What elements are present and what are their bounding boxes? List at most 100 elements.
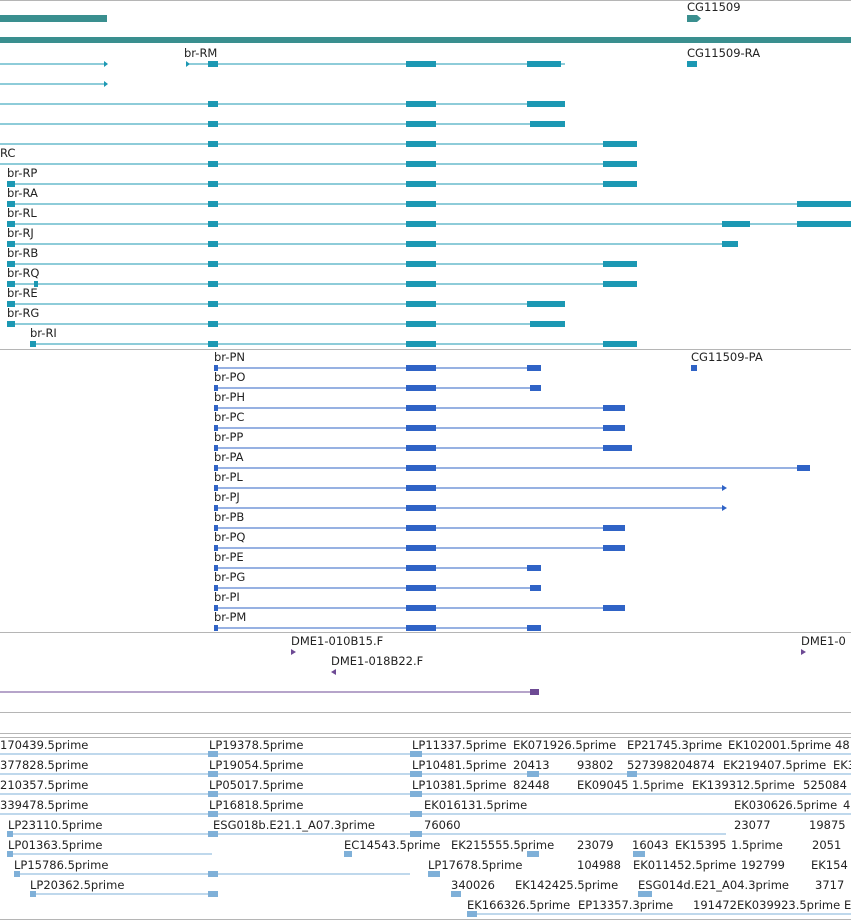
est-label[interactable]: LP05017.5prime	[209, 778, 304, 792]
est-label[interactable]: EK071926.5prime	[513, 738, 617, 752]
cds-feature[interactable]	[214, 445, 218, 451]
cds-label[interactable]: br-PN	[214, 350, 245, 364]
exon-feature[interactable]	[406, 341, 436, 347]
exon-feature[interactable]	[603, 281, 637, 287]
est-label[interactable]: 104988	[577, 858, 621, 872]
exon-feature[interactable]	[7, 181, 15, 187]
cds-feature[interactable]	[214, 605, 218, 611]
est-feature[interactable]	[208, 891, 218, 897]
est-feature[interactable]	[410, 831, 422, 837]
est-feature[interactable]	[7, 851, 13, 857]
cds-feature[interactable]	[603, 445, 632, 451]
cds-feature[interactable]	[406, 365, 436, 371]
est-label[interactable]: 377828.5prime	[0, 758, 89, 772]
exon-feature[interactable]	[208, 261, 218, 267]
est-feature[interactable]	[451, 891, 461, 897]
exon-feature[interactable]	[104, 61, 108, 67]
est-label[interactable]: 93802	[577, 758, 614, 772]
cds-feature[interactable]	[603, 605, 625, 611]
cds-feature[interactable]	[691, 365, 697, 371]
cds-feature[interactable]	[603, 525, 625, 531]
cds-feature[interactable]	[214, 625, 218, 631]
clone-feature[interactable]	[530, 689, 539, 695]
est-label[interactable]: LP17678.5prime	[428, 858, 523, 872]
transcript-label[interactable]: CG11509-RA	[687, 46, 761, 60]
cds-label[interactable]: br-PG	[214, 570, 246, 584]
est-label[interactable]: 170439.5prime	[0, 738, 89, 752]
transcript-label[interactable]: br-RJ	[7, 226, 34, 240]
est-label[interactable]: 192799	[741, 858, 785, 872]
est-feature[interactable]	[410, 771, 422, 777]
est-label[interactable]: E	[844, 898, 851, 912]
transcript-label[interactable]: br-RE	[7, 286, 38, 300]
exon-feature[interactable]	[797, 221, 851, 227]
est-feature[interactable]	[208, 771, 218, 777]
est-label[interactable]: 4	[843, 798, 851, 812]
cds-label[interactable]: br-PL	[214, 470, 243, 484]
cds-feature[interactable]	[214, 425, 218, 431]
cds-feature[interactable]	[603, 425, 625, 431]
exon-feature[interactable]	[7, 321, 15, 327]
est-feature[interactable]	[208, 751, 218, 757]
est-feature[interactable]	[627, 771, 637, 777]
est-label[interactable]: 525084	[803, 778, 847, 792]
cds-feature[interactable]	[530, 585, 541, 591]
est-label[interactable]: EK011452.5prime	[633, 858, 737, 872]
exon-feature[interactable]	[7, 241, 15, 247]
exon-feature[interactable]	[603, 141, 637, 147]
est-label[interactable]: LP10381.5prime	[412, 778, 507, 792]
est-label[interactable]: EC14543.5prime	[344, 838, 441, 852]
est-label[interactable]: 340026	[451, 878, 495, 892]
cds-feature[interactable]	[406, 545, 436, 551]
exon-feature[interactable]	[527, 61, 561, 67]
est-label[interactable]: 23079	[577, 838, 614, 852]
exon-feature[interactable]	[527, 101, 565, 107]
exon-feature[interactable]	[208, 61, 218, 67]
clone-label[interactable]: DME1-0	[801, 634, 846, 648]
exon-feature[interactable]	[208, 241, 218, 247]
exon-feature[interactable]	[208, 301, 218, 307]
clone-feature[interactable]	[801, 649, 806, 655]
est-label[interactable]: LP19378.5prime	[209, 738, 304, 752]
cds-feature[interactable]	[797, 465, 810, 471]
gene-feature[interactable]	[0, 15, 107, 22]
cds-feature[interactable]	[603, 405, 625, 411]
exon-feature[interactable]	[406, 221, 436, 227]
exon-feature[interactable]	[208, 121, 218, 127]
exon-feature[interactable]	[7, 221, 15, 227]
est-label[interactable]: LP23110.5prime	[8, 818, 103, 832]
cds-label[interactable]: br-PP	[214, 430, 244, 444]
exon-feature[interactable]	[687, 61, 697, 67]
est-label[interactable]: EK016131.5prime	[424, 798, 528, 812]
exon-feature[interactable]	[208, 141, 218, 147]
exon-feature[interactable]	[34, 281, 38, 287]
cds-feature[interactable]	[406, 425, 436, 431]
exon-feature[interactable]	[406, 181, 436, 187]
est-label[interactable]: 339478.5prime	[0, 798, 89, 812]
transcript-label[interactable]: RC	[0, 146, 16, 160]
exon-feature[interactable]	[406, 261, 436, 267]
est-feature[interactable]	[633, 851, 645, 857]
exon-feature[interactable]	[30, 341, 36, 347]
exon-feature[interactable]	[603, 261, 637, 267]
est-label[interactable]: 19875	[809, 818, 846, 832]
est-label[interactable]: EK030626.5prime	[734, 798, 838, 812]
exon-feature[interactable]	[406, 101, 436, 107]
est-label[interactable]: 82448	[513, 778, 550, 792]
est-label[interactable]: LP16818.5prime	[209, 798, 304, 812]
exon-feature[interactable]	[797, 201, 851, 207]
est-label[interactable]: 1.5prime	[632, 778, 684, 792]
cds-label[interactable]: br-PA	[214, 450, 244, 464]
cds-feature[interactable]	[406, 405, 436, 411]
cds-feature[interactable]	[527, 365, 541, 371]
est-feature[interactable]	[14, 871, 20, 877]
exon-feature[interactable]	[530, 321, 565, 327]
exon-feature[interactable]	[7, 201, 15, 207]
est-label[interactable]: 527398204874	[627, 758, 715, 772]
clone-feature[interactable]	[291, 649, 296, 655]
est-feature[interactable]	[208, 791, 218, 797]
cds-feature[interactable]	[406, 605, 436, 611]
est-feature[interactable]	[30, 891, 36, 897]
transcript-label[interactable]: br-RG	[7, 306, 40, 320]
est-label[interactable]: EK219407.5prime	[723, 758, 827, 772]
